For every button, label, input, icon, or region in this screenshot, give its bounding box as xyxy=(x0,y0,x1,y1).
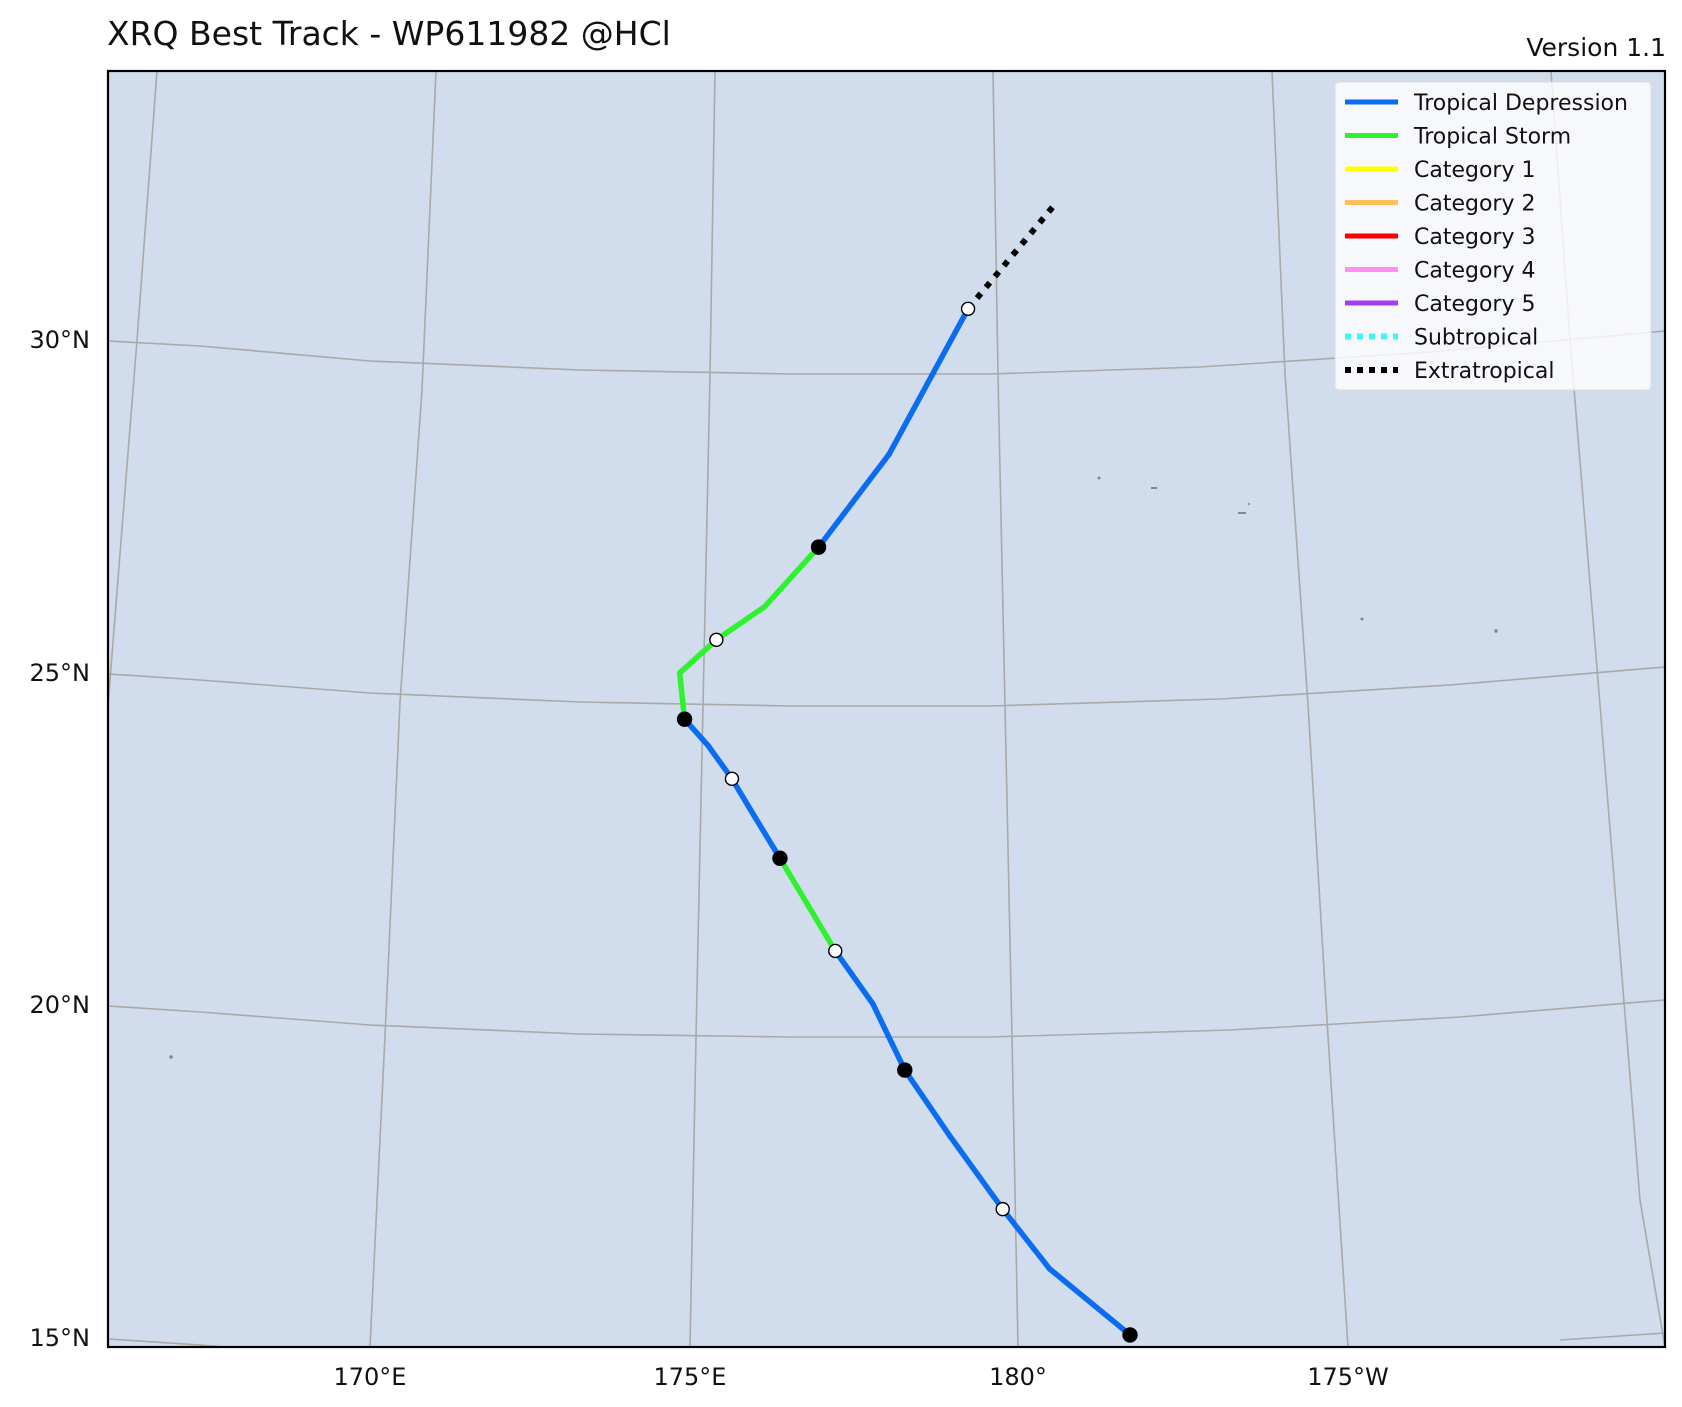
parallel-20n xyxy=(108,999,1665,1038)
track-segment xyxy=(886,306,971,458)
islands xyxy=(169,476,1498,1059)
track-segment xyxy=(1046,1265,1133,1338)
legend-label: Subtropical xyxy=(1414,326,1538,351)
track-segment xyxy=(832,948,876,1007)
track-segment xyxy=(713,603,768,643)
island-marker xyxy=(1360,617,1364,621)
track-point-filled xyxy=(676,711,693,727)
track-point-open xyxy=(709,632,724,647)
track-point-filled xyxy=(897,1062,913,1078)
track-point-filled xyxy=(1122,1327,1138,1343)
parallel-15n-east xyxy=(1559,1332,1665,1341)
lat-label-20n: 20°N xyxy=(30,991,91,1019)
island-marker xyxy=(1494,629,1498,633)
track-point-filled xyxy=(810,539,827,555)
track-segment xyxy=(753,815,783,862)
track-segment xyxy=(870,1001,908,1073)
meridian-175e xyxy=(689,71,716,1347)
island-marker xyxy=(1097,476,1101,480)
latitude-labels: 30°N 25°N 20°N 15°N xyxy=(30,326,91,1352)
track-point-filled xyxy=(772,850,788,866)
lat-label-15n: 15°N xyxy=(30,1324,91,1352)
parallel-25n xyxy=(108,666,1665,707)
legend-label: Category 4 xyxy=(1414,259,1535,284)
lat-label-30n: 30°N xyxy=(30,326,91,354)
lon-label-175e: 175°E xyxy=(654,1363,727,1391)
longitude-labels: 170°E 175°E 180° 175°W xyxy=(334,1363,1389,1391)
map-title: XRQ Best Track - WP611982 @HCl xyxy=(107,14,671,53)
track-point-open xyxy=(960,301,976,316)
legend-label: Extratropical xyxy=(1414,359,1555,384)
track-point-open xyxy=(828,943,843,959)
legend-label: Tropical Depression xyxy=(1413,91,1628,116)
track-segment xyxy=(947,1133,1006,1212)
legend-label: Category 2 xyxy=(1414,192,1535,217)
parallel-15n xyxy=(108,1338,234,1347)
track-segment xyxy=(676,637,720,676)
track-segment xyxy=(761,544,822,610)
island-marker xyxy=(1248,503,1250,505)
legend-box xyxy=(1334,81,1652,391)
map-frame xyxy=(106,69,1667,1349)
track-segment xyxy=(777,855,839,954)
track-markers xyxy=(676,301,1138,1343)
lon-label-170e: 170°E xyxy=(334,1363,407,1391)
meridian-165e xyxy=(108,71,158,1060)
storm-track xyxy=(676,200,1133,1338)
legend-label: Category 1 xyxy=(1414,158,1535,183)
island-marker xyxy=(1151,487,1157,489)
legend: Tropical Depression Tropical Storm Categor… xyxy=(1334,81,1652,391)
lon-label-175w: 175°W xyxy=(1307,1363,1389,1391)
lat-label-25n: 25°N xyxy=(30,659,91,687)
track-segment xyxy=(729,776,759,822)
track-segment xyxy=(815,451,892,550)
lon-label-180: 180° xyxy=(989,1363,1047,1391)
track-segment xyxy=(676,670,688,722)
version-label: Version 1.1 xyxy=(1526,33,1666,62)
track-segment xyxy=(965,200,1059,311)
meridian-170e xyxy=(369,71,437,1347)
track-segment xyxy=(902,1067,953,1140)
track-point-open xyxy=(724,771,740,787)
island-marker xyxy=(1238,512,1246,514)
legend-label: Tropical Storm xyxy=(1413,125,1571,150)
meridian-175w xyxy=(1271,71,1349,1347)
track-segment xyxy=(999,1206,1053,1272)
legend-label: Category 3 xyxy=(1414,225,1535,250)
island-marker xyxy=(169,1055,173,1059)
track-point-open xyxy=(995,1201,1010,1217)
legend-label: Category 5 xyxy=(1414,292,1535,317)
